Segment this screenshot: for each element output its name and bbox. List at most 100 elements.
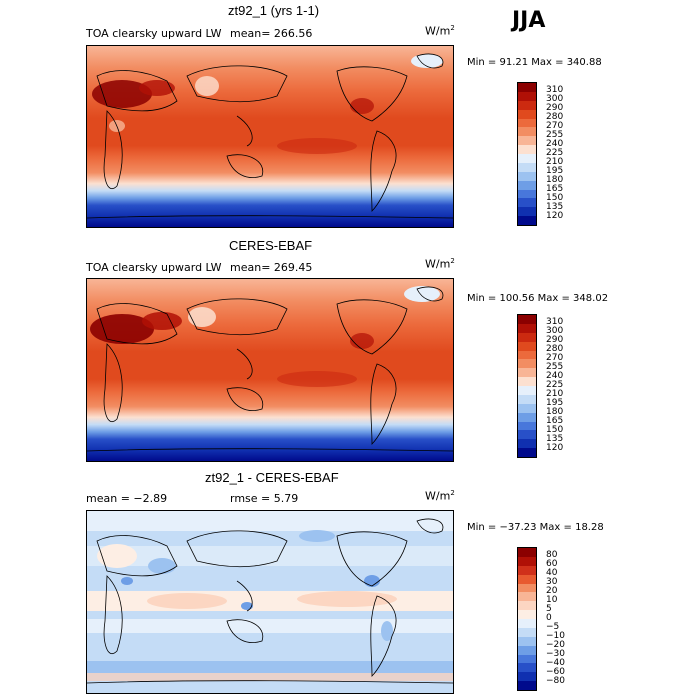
colorbar-swatch: [518, 654, 536, 664]
colorbar-tick-label: −80: [546, 676, 565, 686]
colorbar-swatch: [518, 359, 536, 369]
colorbar-tick-label: 180: [546, 175, 564, 185]
colorbar-swatch: [518, 645, 536, 655]
colorbar-swatch: [518, 162, 536, 172]
colorbar-swatch: [518, 592, 536, 602]
colorbar-tick-label: 240: [546, 371, 564, 381]
panel-3-rmse: rmse = 5.79: [230, 492, 299, 505]
colorbar-tick-label: 5: [546, 604, 552, 614]
colorbar-swatch: [518, 118, 536, 128]
colorbar-swatch: [518, 412, 536, 422]
panel-1-title: zt92_1 (yrs 1-1): [228, 3, 320, 18]
panel-3-colorbar: [517, 547, 537, 691]
colorbar-tick-label: 195: [546, 166, 564, 176]
panel-1-minmax: Min = 91.21 Max = 340.88: [467, 57, 602, 68]
panel-2-map-field: [87, 279, 453, 461]
panel-3-mean: mean = −2.89: [86, 492, 168, 505]
colorbar-swatch: [518, 332, 536, 342]
colorbar-tick-label: 225: [546, 380, 564, 390]
colorbar-tick-label: 300: [546, 94, 564, 104]
colorbar-swatch: [518, 198, 536, 208]
panel-2-minmax: Min = 100.56 Max = 348.02: [467, 293, 609, 304]
colorbar-swatch: [518, 556, 536, 566]
colorbar-tick-label: 180: [546, 407, 564, 417]
colorbar-swatch: [518, 548, 536, 557]
colorbar-swatch: [518, 350, 536, 360]
colorbar-tick-label: 210: [546, 389, 564, 399]
colorbar-swatch: [518, 171, 536, 181]
colorbar-swatch: [518, 145, 536, 154]
panel-3-map: [86, 510, 454, 694]
panel-2-map: [86, 278, 454, 462]
colorbar-swatch: [518, 636, 536, 646]
colorbar-swatch: [518, 663, 536, 673]
colorbar-swatch: [518, 430, 536, 440]
colorbar-swatch: [518, 448, 536, 457]
colorbar-tick-label: 60: [546, 559, 558, 569]
panel-1-colorbar-swatches: [518, 83, 536, 225]
colorbar-swatch: [518, 207, 536, 217]
colorbar-tick-label: 255: [546, 130, 564, 140]
colorbar-swatch: [518, 565, 536, 575]
panel-2-colorbar: [517, 314, 537, 458]
colorbar-tick-label: 280: [546, 344, 564, 354]
colorbar-tick-label: 40: [546, 568, 558, 578]
colorbar-swatch: [518, 394, 536, 404]
colorbar-swatch: [518, 154, 536, 163]
colorbar-swatch: [518, 189, 536, 199]
colorbar-swatch: [518, 341, 536, 351]
colorbar-tick-label: −10: [546, 631, 565, 641]
colorbar-swatch: [518, 136, 536, 146]
colorbar-tick-label: −40: [546, 658, 565, 668]
colorbar-swatch: [518, 439, 536, 449]
colorbar-tick-label: 20: [546, 586, 558, 596]
colorbar-swatch: [518, 386, 536, 395]
panel-2-title: CERES-EBAF: [229, 238, 313, 253]
panel-1-map-field: [87, 46, 453, 227]
season-label: JJA: [512, 8, 546, 33]
colorbar-tick-label: 0: [546, 613, 552, 623]
panel-3-colorbar-swatches: [518, 548, 536, 690]
colorbar-swatch: [518, 216, 536, 225]
panel-1-units: W/m2: [425, 24, 455, 38]
colorbar-tick-label: 195: [546, 398, 564, 408]
colorbar-swatch: [518, 127, 536, 137]
colorbar-swatch: [518, 91, 536, 101]
colorbar-swatch: [518, 100, 536, 110]
panel-2-coastlines: [87, 286, 453, 452]
colorbar-tick-label: 135: [546, 202, 564, 212]
colorbar-swatch: [518, 109, 536, 119]
colorbar-swatch: [518, 619, 536, 628]
panel-2-colorbar-swatches: [518, 315, 536, 457]
panel-3-coastlines: [87, 518, 453, 684]
colorbar-tick-label: 150: [546, 193, 564, 203]
colorbar-swatch: [518, 315, 536, 324]
panel-3-units: W/m2: [425, 489, 455, 503]
colorbar-tick-label: 225: [546, 148, 564, 158]
colorbar-swatch: [518, 421, 536, 431]
colorbar-swatch: [518, 681, 536, 690]
panel-1-variable: TOA clearsky upward LW: [86, 27, 222, 40]
panel-1-map: [86, 45, 454, 228]
colorbar-tick-label: 255: [546, 362, 564, 372]
colorbar-tick-label: 150: [546, 425, 564, 435]
colorbar-tick-label: 270: [546, 121, 564, 131]
colorbar-tick-label: 165: [546, 184, 564, 194]
colorbar-tick-label: 10: [546, 595, 558, 605]
colorbar-tick-label: −5: [546, 622, 560, 632]
colorbar-tick-label: 240: [546, 139, 564, 149]
colorbar-tick-label: 270: [546, 353, 564, 363]
panel-1-colorbar: [517, 82, 537, 226]
colorbar-swatch: [518, 403, 536, 413]
colorbar-tick-label: 290: [546, 335, 564, 345]
panel-2-variable: TOA clearsky upward LW: [86, 261, 222, 274]
colorbar-tick-label: 210: [546, 157, 564, 167]
panel-3-map-field: [87, 511, 453, 693]
colorbar-tick-label: 290: [546, 103, 564, 113]
panel-2-mean: mean= 269.45: [230, 261, 313, 274]
panel-1-mean: mean= 266.56: [230, 27, 313, 40]
colorbar-tick-label: 30: [546, 577, 558, 587]
colorbar-tick-label: 280: [546, 112, 564, 122]
panel-2-units: W/m2: [425, 257, 455, 271]
colorbar-tick-label: 310: [546, 85, 564, 95]
